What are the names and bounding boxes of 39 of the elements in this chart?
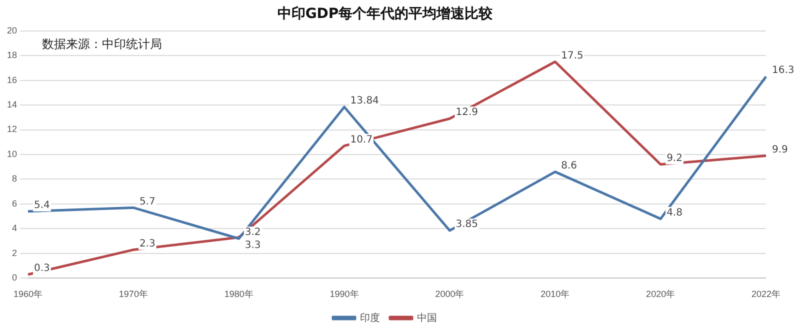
data-label: 16.3 xyxy=(772,65,794,76)
y-tick-label: 14 xyxy=(6,100,18,110)
data-label: 5.7 xyxy=(139,196,156,208)
y-tick-label: 18 xyxy=(6,50,18,60)
x-tick-label: 1970年 xyxy=(118,289,148,300)
y-tick-label: 16 xyxy=(6,74,18,85)
y-tick-label: 12 xyxy=(6,124,18,134)
y-tick-label: 4 xyxy=(12,223,18,234)
x-tick-label: 2022年 xyxy=(751,289,781,300)
data-label: 13.84 xyxy=(350,96,379,107)
data-label: 3.2 xyxy=(244,227,261,238)
x-tick-label: 1990年 xyxy=(330,289,359,300)
data-label: 3.3 xyxy=(244,240,261,252)
x-tick-label: 2000年 xyxy=(435,289,464,300)
data-label: 2.3 xyxy=(139,238,156,250)
data-label: 17.5 xyxy=(561,50,584,62)
x-tick-label: 1960年 xyxy=(13,289,43,300)
data-label: 9.9 xyxy=(772,144,788,156)
y-tick-label: 2 xyxy=(12,248,18,258)
data-label: 10.7 xyxy=(350,134,373,146)
data-label: 0.3 xyxy=(34,263,50,274)
annotation: 数据来源：中印统计局 xyxy=(42,36,162,52)
chart-title: 中印GDP每个年代的平均增速比较 xyxy=(277,6,494,22)
x-tick-label: 2010年 xyxy=(540,289,570,300)
x-tick-label: 2020年 xyxy=(646,289,676,300)
data-label: 4.8 xyxy=(666,207,682,218)
y-tick-label: 8 xyxy=(12,174,18,184)
data-label: 9.2 xyxy=(666,152,682,164)
y-tick-label: 0 xyxy=(12,272,18,283)
data-label: 3.85 xyxy=(456,219,478,230)
legend-label: 印度 xyxy=(360,312,380,324)
legend-label: 中国 xyxy=(417,312,437,324)
y-tick-label: 20 xyxy=(6,25,18,36)
x-tick-label: 1980年 xyxy=(224,289,254,300)
data-label: 12.9 xyxy=(456,107,478,118)
data-label: 8.6 xyxy=(561,160,578,172)
y-tick-label: 6 xyxy=(12,198,18,208)
y-tick-label: 10 xyxy=(6,148,18,159)
data-label: 5.4 xyxy=(34,200,50,211)
